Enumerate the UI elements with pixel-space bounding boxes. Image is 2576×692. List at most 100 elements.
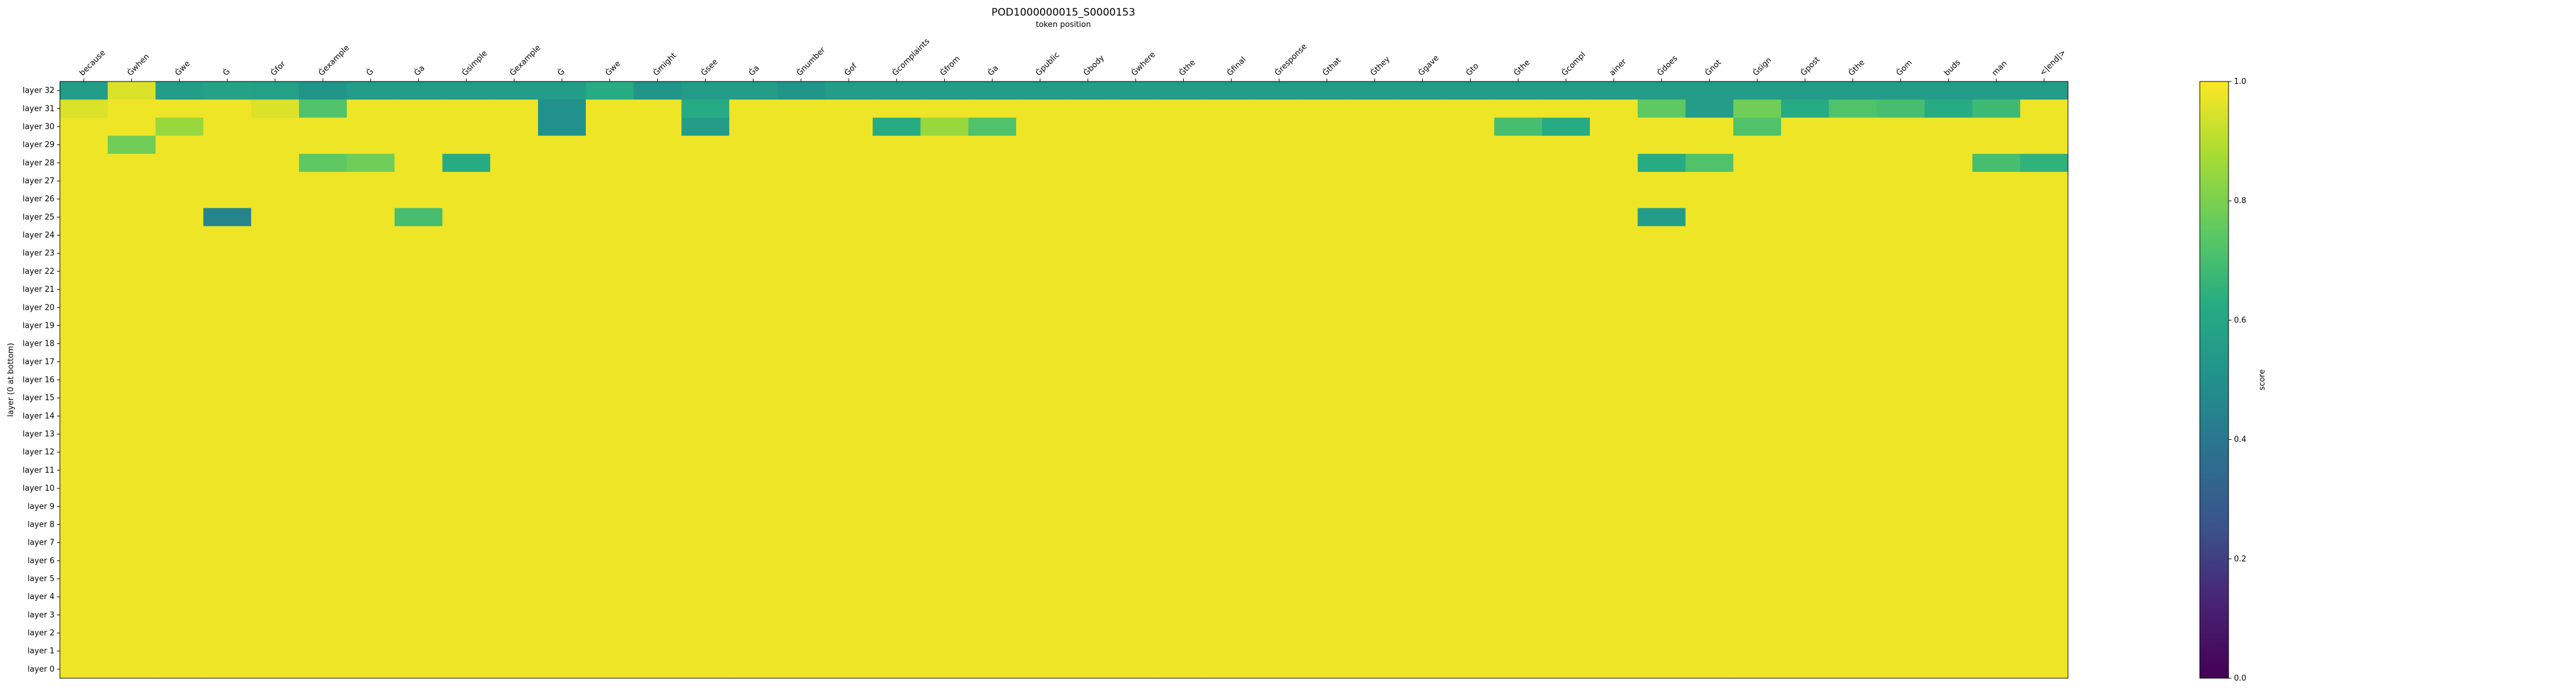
- heatmap-cell: [1111, 660, 1160, 679]
- heatmap-cell: [1016, 443, 1065, 462]
- heatmap-cell: [155, 99, 204, 118]
- heatmap-cell: [346, 153, 395, 173]
- heatmap-cell: [1924, 588, 1973, 606]
- heatmap-cell: [1064, 624, 1112, 643]
- heatmap-cell: [1255, 244, 1304, 263]
- heatmap-cell: [442, 551, 491, 570]
- heatmap-cell: [1542, 117, 1591, 137]
- heatmap-cell: [2020, 642, 2069, 661]
- heatmap-cell: [1207, 624, 1256, 643]
- heatmap-cell: [1733, 497, 1782, 516]
- heatmap-cell: [1924, 551, 1973, 570]
- heatmap-cell: [1159, 190, 1208, 208]
- heatmap-cell: [1781, 370, 1830, 389]
- heatmap-cell: [920, 208, 969, 226]
- heatmap-cell: [1350, 515, 1399, 534]
- heatmap-cell: [538, 479, 586, 498]
- heatmap-cell: [155, 244, 204, 263]
- heatmap-cell: [968, 190, 1017, 208]
- heatmap-cell: [872, 171, 921, 191]
- heatmap-cell: [346, 171, 395, 191]
- heatmap-cell: [490, 99, 539, 118]
- heatmap-cell: [1207, 533, 1256, 552]
- heatmap-cell: [1064, 280, 1112, 299]
- heatmap-cell: [872, 606, 921, 624]
- heatmap-cell: [1207, 244, 1256, 263]
- heatmap-cell: [442, 461, 491, 480]
- heatmap-cell: [1111, 190, 1160, 208]
- heatmap-cell: [60, 624, 108, 643]
- heatmap-cell: [538, 153, 586, 173]
- heatmap-cell: [681, 298, 730, 317]
- heatmap-cell: [1111, 208, 1160, 226]
- heatmap-cell: [824, 171, 873, 191]
- heatmap-cell: [1207, 551, 1256, 570]
- x-tick-label: Ġto: [1464, 61, 1480, 77]
- heatmap-cell: [60, 208, 108, 226]
- heatmap-cell: [1303, 606, 1352, 624]
- heatmap-cell: [1111, 280, 1160, 299]
- colorbar-tick-label: 0.2: [2234, 555, 2247, 564]
- heatmap-cell: [107, 208, 156, 226]
- heatmap-cell: [155, 352, 204, 371]
- heatmap-cell: [490, 226, 539, 245]
- heatmap-cell: [1972, 316, 2021, 336]
- heatmap-cell: [2020, 244, 2069, 263]
- heatmap-cell: [1637, 461, 1686, 480]
- heatmap-cell: [442, 352, 491, 371]
- heatmap-cell: [585, 642, 634, 661]
- heatmap-cell: [1494, 171, 1543, 191]
- heatmap-cell: [155, 262, 204, 281]
- heatmap-cell: [1446, 280, 1495, 299]
- x-tick-label: Ġfrom: [938, 53, 962, 78]
- heatmap-cell: [1828, 425, 1877, 444]
- heatmap-cell: [60, 606, 108, 624]
- heatmap-cell: [968, 352, 1017, 371]
- x-tick-label: Ġthey: [1368, 54, 1392, 78]
- heatmap-cell: [1255, 588, 1304, 606]
- heatmap-cell: [1398, 280, 1447, 299]
- heatmap-cell: [1111, 262, 1160, 281]
- heatmap-cell: [729, 208, 778, 226]
- heatmap-cell: [538, 407, 586, 425]
- heatmap-cell: [1589, 642, 1638, 661]
- heatmap-cell: [1589, 515, 1638, 534]
- heatmap-cell: [1446, 370, 1495, 389]
- heatmap-cell: [1207, 298, 1256, 317]
- heatmap-cell: [1064, 370, 1112, 389]
- heatmap-cell: [1781, 642, 1830, 661]
- colorbar-label: score: [2258, 370, 2267, 391]
- heatmap-cell: [1972, 334, 2021, 353]
- y-tick-label: layer 6: [28, 557, 55, 566]
- heatmap-cell: [251, 624, 300, 643]
- heatmap-cell: [1303, 190, 1352, 208]
- heatmap-cell: [1733, 81, 1782, 100]
- heatmap-cell: [585, 606, 634, 624]
- heatmap-cell: [394, 370, 443, 389]
- heatmap-cell: [1064, 606, 1112, 624]
- heatmap-cell: [346, 370, 395, 389]
- heatmap-cell: [633, 461, 682, 480]
- heatmap-cell: [490, 461, 539, 480]
- heatmap-cell: [1972, 606, 2021, 624]
- heatmap-cell: [1207, 171, 1256, 191]
- y-tick-label: layer 10: [23, 484, 55, 493]
- heatmap-cell: [1589, 425, 1638, 444]
- heatmap-cell: [872, 190, 921, 208]
- heatmap-cell: [490, 316, 539, 336]
- x-tick-label: Ġwe: [173, 59, 192, 78]
- heatmap-cell: [681, 407, 730, 425]
- heatmap-cell: [1494, 244, 1543, 263]
- heatmap-cell: [1972, 135, 2021, 155]
- heatmap-cell: [1733, 624, 1782, 643]
- heatmap-cell: [1446, 515, 1495, 534]
- heatmap-cell: [1589, 569, 1638, 588]
- heatmap-cell: [1064, 588, 1112, 606]
- heatmap-cell: [1733, 479, 1782, 498]
- heatmap-cell: [1350, 81, 1399, 100]
- heatmap-cell: [1876, 244, 1925, 263]
- heatmap-cell: [1159, 497, 1208, 516]
- heatmap-cell: [1159, 660, 1208, 679]
- heatmap-cell: [681, 551, 730, 570]
- heatmap-cell: [1207, 153, 1256, 173]
